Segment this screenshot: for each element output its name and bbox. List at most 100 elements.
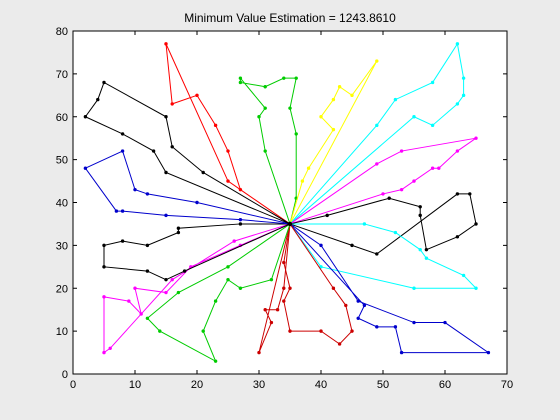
route-point [158,329,162,333]
route-point [164,213,168,218]
y-tick-label: 80 [56,26,68,38]
route-point [350,243,354,248]
route-point [176,290,181,295]
route-point [170,102,174,106]
route-point [102,265,106,269]
x-tick-label: 50 [377,379,389,391]
route-point [114,209,119,213]
route-series-5 [288,136,478,226]
route-series-13 [102,222,292,282]
route-point [461,76,466,80]
y-tick-label: 20 [56,283,68,295]
route-point [393,325,398,329]
route-point [238,217,243,222]
route-point [263,149,267,153]
chart-title: Minimum Value Estimation = 1243.8610 [184,11,396,25]
route-point [375,325,379,329]
route-point [238,76,243,80]
route-point [412,179,416,183]
route-point [350,329,354,333]
route-line [289,223,491,354]
x-tick-label: 10 [129,379,141,391]
y-tick-label: 60 [56,112,68,124]
route-point [170,277,174,282]
route-point [263,106,267,110]
route-point [375,59,379,63]
route-point [164,170,168,175]
route-point [282,260,286,265]
route-point [108,346,112,350]
route-point [232,239,236,243]
route-point [393,97,398,102]
route-point [164,115,168,119]
route-point [238,80,243,85]
route-point [226,277,230,282]
route-point [375,162,379,166]
route-point [474,286,478,290]
route-point [412,320,416,325]
x-tick-label: 0 [70,379,76,391]
route-point [238,222,243,226]
route-point [474,136,478,140]
route-point [474,222,478,226]
route-point [145,269,150,273]
route-point [437,166,441,170]
route-point [145,243,150,248]
route-point [238,286,243,290]
x-tick-label: 60 [439,379,451,391]
route-point [226,265,230,269]
route-point [282,299,286,303]
x-tick-label: 30 [253,379,265,391]
route-point [300,179,305,183]
route-point [325,213,329,218]
route-point [418,213,422,218]
route-point [430,123,435,128]
route-point [418,205,422,209]
route-point [362,303,367,308]
route-point [418,247,422,252]
route-point [176,230,181,235]
route-point [331,127,336,132]
route-point [282,286,286,290]
route-point [468,192,472,196]
y-tick-label: 70 [56,69,68,81]
route-point [344,303,348,308]
route-point [127,299,131,303]
route-point [282,76,286,80]
route-point [201,170,205,175]
route-point [337,85,342,89]
route-point [263,307,267,312]
route-point [213,299,218,303]
route-point [120,132,125,136]
route-point [238,187,243,192]
route-point [182,269,187,273]
route-point [83,166,88,170]
route-point [319,265,323,269]
route-point [424,256,429,260]
route-point [213,359,218,363]
y-tick-label: 50 [56,155,68,167]
route-point [201,329,205,333]
route-line [103,223,291,281]
route-point [120,149,125,153]
route-point [263,85,267,89]
x-tick-label: 70 [501,379,513,391]
y-tick-label: 30 [56,240,68,252]
route-point [381,192,385,196]
route-point [145,192,150,196]
route-point [399,149,404,153]
route-point [455,42,460,46]
route-point [393,230,398,235]
route-line [289,60,378,225]
route-point [195,200,199,205]
route-point [461,273,466,278]
y-tick-label: 40 [56,198,68,210]
route-point [102,350,106,355]
route-point [399,350,404,355]
route-point [375,252,379,256]
route-point [412,286,416,290]
route-point [375,123,379,128]
route-point [288,329,292,333]
